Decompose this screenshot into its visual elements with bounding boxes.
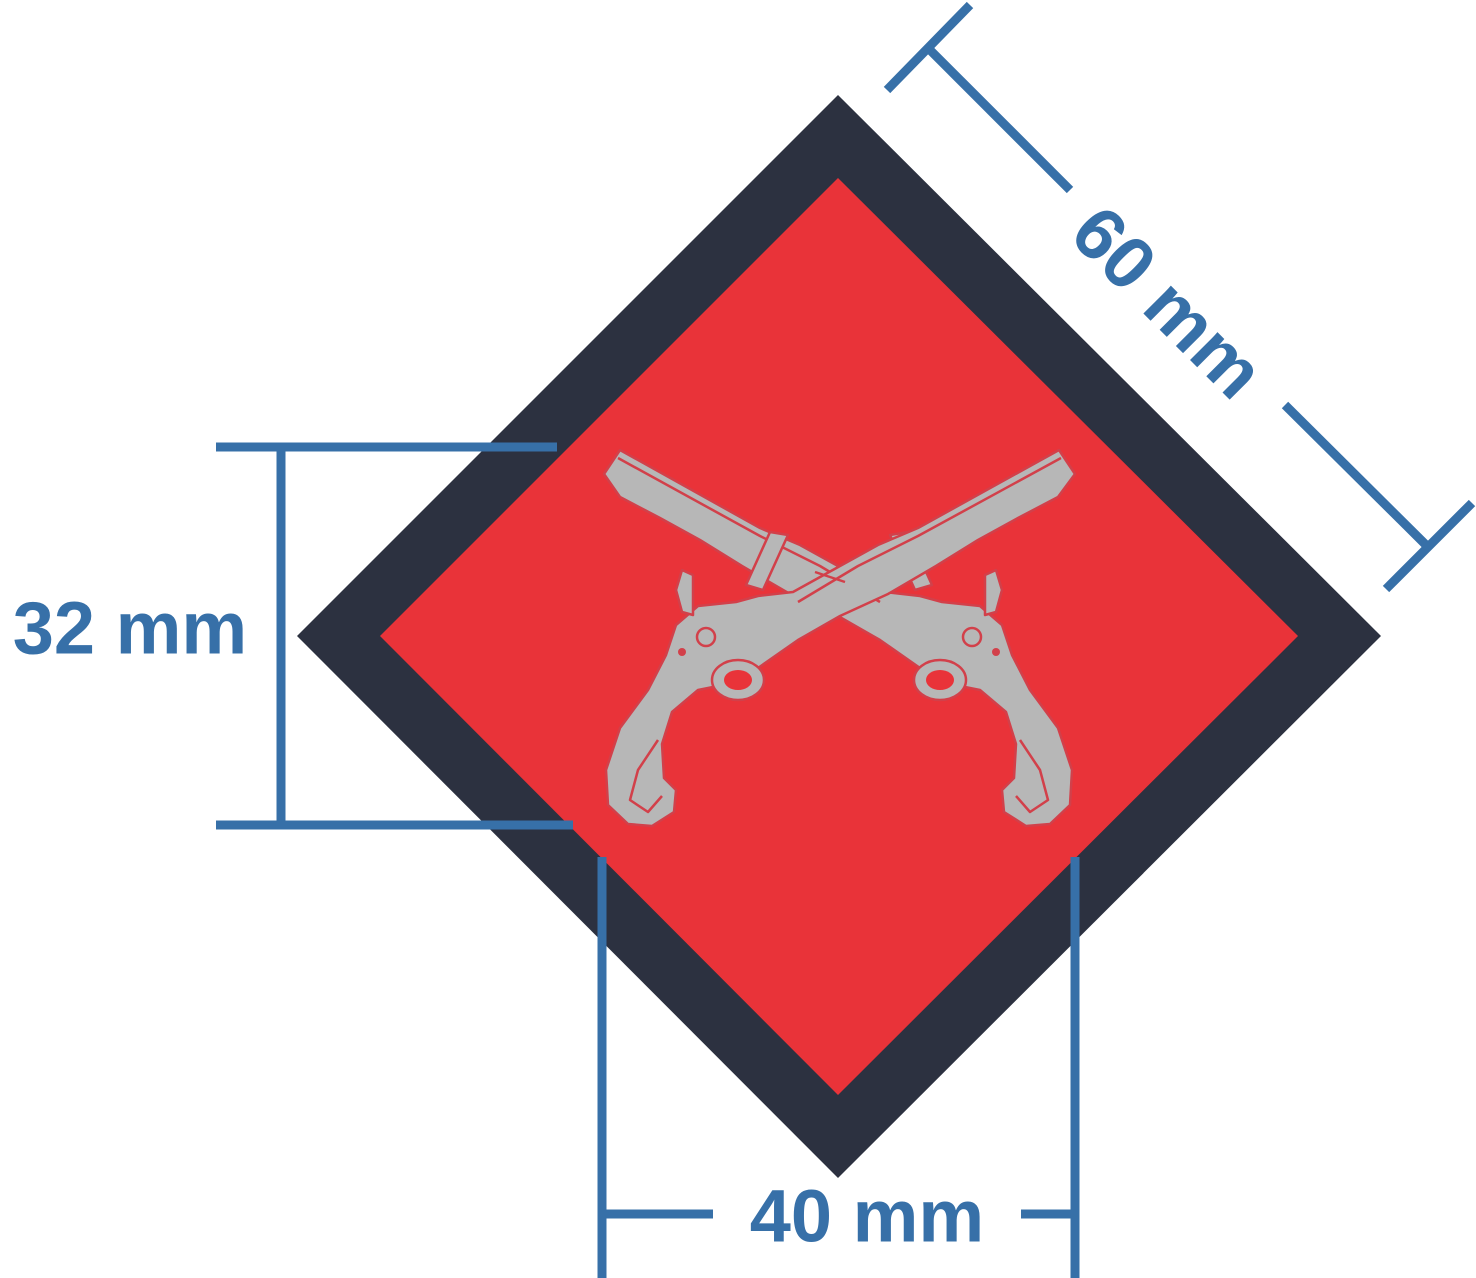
dimension-60mm-tick-top <box>883 1 974 94</box>
dimension-40mm <box>597 857 1080 1278</box>
dimension-60mm-tick-bottom <box>1382 499 1476 593</box>
diamond-badge <box>297 95 1381 1178</box>
crossed-pistols-icon <box>602 448 1077 828</box>
dimension-60mm-line-b <box>1281 401 1432 551</box>
pistol-right-barrel-icon <box>604 448 1077 828</box>
dimension-60mm <box>883 1 1476 593</box>
dimension-60mm-line-a <box>924 44 1074 194</box>
dimension-32mm <box>216 442 573 830</box>
dimension-32mm-label: 32 mm <box>13 587 247 670</box>
dimension-40mm-label: 40 mm <box>750 1175 984 1258</box>
badge-red-field <box>380 178 1298 1095</box>
